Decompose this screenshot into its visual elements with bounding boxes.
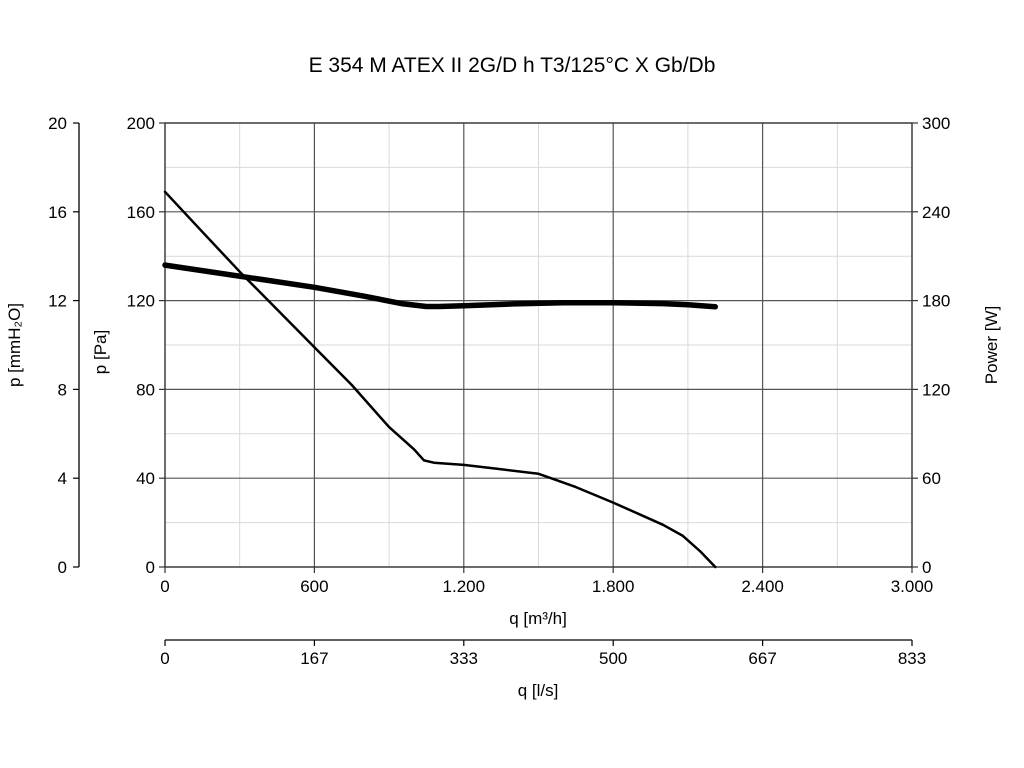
y3-tick-label: 300 xyxy=(922,114,950,133)
y-tick-label: 0 xyxy=(146,558,155,577)
x2-tick-label: 500 xyxy=(599,649,627,668)
y-tick-label: 80 xyxy=(136,380,155,399)
power-curve xyxy=(162,262,719,310)
x-tick-label: 0 xyxy=(160,577,169,596)
y2-tick-label: 4 xyxy=(58,469,67,488)
y-tick-label: 40 xyxy=(136,469,155,488)
x2-tick-label: 833 xyxy=(898,649,926,668)
x-tick-label: 2.400 xyxy=(741,577,784,596)
y-axis-label: p [Pa] xyxy=(91,330,110,374)
y2-tick-label: 0 xyxy=(58,558,67,577)
x-tick-label: 1.200 xyxy=(443,577,486,596)
y3-tick-label: 120 xyxy=(922,380,950,399)
data-series xyxy=(162,190,719,569)
y2-tick-label: 8 xyxy=(58,380,67,399)
axes xyxy=(73,122,918,646)
y3-tick-label: 180 xyxy=(922,292,950,311)
chart-title: E 354 M ATEX II 2G/D h T3/125°C X Gb/Db xyxy=(309,54,716,77)
y2-tick-label: 12 xyxy=(48,292,67,311)
x2-tick-label: 667 xyxy=(748,649,776,668)
x2-axis-label: q [l/s] xyxy=(518,681,559,700)
x2-tick-label: 333 xyxy=(450,649,478,668)
y3-tick-label: 60 xyxy=(922,469,941,488)
y2-axis-label: p [mmH₂O] xyxy=(5,303,24,387)
x-tick-label: 3.000 xyxy=(891,577,934,596)
y-tick-label: 160 xyxy=(127,203,155,222)
x-tick-label: 600 xyxy=(300,577,328,596)
y3-axis-label: Power [W] xyxy=(982,306,1001,384)
y3-tick-label: 240 xyxy=(922,203,950,222)
x2-tick-label: 167 xyxy=(300,649,328,668)
y-tick-label: 120 xyxy=(127,292,155,311)
pressure-curve xyxy=(163,190,717,569)
x-axis-label: q [m³/h] xyxy=(509,609,567,628)
y3-tick-label: 0 xyxy=(922,558,931,577)
minor-gridlines xyxy=(165,123,912,567)
y2-tick-label: 16 xyxy=(48,203,67,222)
x-tick-label: 1.800 xyxy=(592,577,635,596)
y-tick-label: 200 xyxy=(127,114,155,133)
plot-frame xyxy=(164,122,913,568)
x2-tick-label: 0 xyxy=(160,649,169,668)
y2-tick-label: 20 xyxy=(48,114,67,133)
